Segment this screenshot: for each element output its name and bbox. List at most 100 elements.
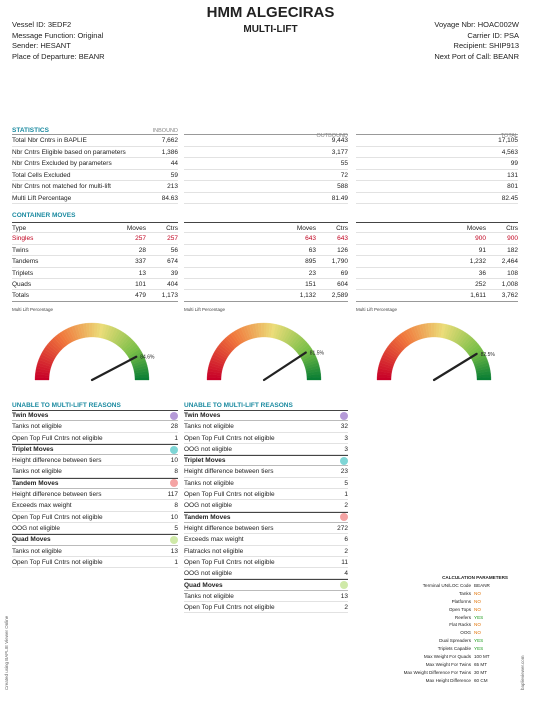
reasons-heading-outbound: UNABLE TO MULTI-LIFT REASONS (184, 402, 293, 409)
moves-value: 337 (135, 258, 146, 266)
move-type-label: Totals (12, 292, 29, 300)
gauge-label-inbound: Multi Lift Percentage (12, 307, 54, 312)
calc-param-label: Tanks (459, 590, 471, 596)
container-moves-row: 36 108 (356, 268, 518, 279)
reason-label: Exceeds max weight (12, 502, 72, 510)
reason-label: Open Top Full Cntrs not eligible (184, 491, 275, 499)
group-color-icon (340, 411, 348, 420)
move-type-label (184, 279, 284, 289)
statistics-row-label: Nbr Cntrs not matched for multi-lift (12, 183, 111, 190)
next-port-of-call: Next Port of Call: BEANR (434, 51, 519, 61)
calc-param-row: Max Weight Difference For Twins 30 MT (398, 669, 518, 677)
reason-item: Tanks not eligible 32 (184, 421, 348, 433)
reason-label: Tanks not eligible (12, 468, 62, 476)
move-type-label (356, 290, 454, 300)
statistics-inbound-value: 213 (167, 183, 178, 190)
container-moves-row: Singles 257 257 (12, 233, 178, 245)
calc-param-label: Open Tops (448, 606, 471, 612)
statistics-row-label: Total Nbr Cntrs in BAPLIE (12, 137, 87, 144)
reason-count: 8 (174, 468, 178, 476)
reason-count: 2 (344, 604, 348, 612)
reason-label: Height difference between tiers (184, 524, 274, 532)
reason-count: 10 (170, 457, 178, 465)
group-color-icon (340, 513, 348, 522)
reason-item: OOG not eligible 3 (184, 444, 348, 456)
reasons-outbound: UNABLE TO MULTI-LIFT REASONS Twin Moves T… (184, 402, 348, 614)
moves-column-header: Moves (466, 225, 486, 232)
statistics-row: Nbr Cntrs Eligible based on parameters 1,… (12, 147, 178, 158)
gauge-band-segment (134, 376, 150, 381)
reason-label: Height difference between tiers (12, 457, 102, 465)
calc-param-value: YES (474, 638, 484, 644)
ctrs-value: 182 (507, 246, 518, 254)
statistics-outbound-value: 55 (340, 160, 348, 167)
container-moves-row: 1,232 2,464 (356, 256, 518, 268)
calc-param-value: NO (474, 606, 481, 612)
statistics-row: 17,105 (356, 135, 518, 147)
calc-param-value: NO (474, 622, 481, 628)
container-moves-row: 1,132 2,589 (184, 290, 348, 302)
calc-param-row: Terminal UN/LOC Code BEANR (398, 582, 518, 590)
moves-value: 101 (135, 280, 146, 288)
statistics-inbound-value: 1,386 (161, 148, 178, 156)
statistics-row: 9,443 (184, 135, 348, 147)
outbound-column-header: OUTBOUND (316, 133, 348, 139)
calc-param-row: Open Tops NO (398, 606, 518, 614)
container-moves-row: Tandems 337 674 (12, 256, 178, 268)
ctrs-value: 900 (507, 235, 518, 243)
ctrs-value: 1,173 (161, 292, 178, 300)
statistics-outbound: OUTBOUND 9,443 3,177 55 72 588 81.49 (184, 124, 348, 204)
calc-param-value: YES (474, 614, 484, 620)
moves-value: 1,132 (299, 292, 316, 300)
group-color-icon (170, 411, 178, 420)
calc-param-value: NO (474, 598, 481, 604)
ctrs-value: 404 (167, 280, 178, 288)
move-type-label (356, 279, 454, 289)
move-type-label (184, 256, 284, 266)
header-right-block: Voyage Nbr: HOAC002W Carrier ID: PSA Rec… (434, 20, 519, 62)
reason-count: 32 (340, 423, 348, 431)
statistics-inbound-value: 59 (170, 171, 178, 179)
reason-count: 8 (174, 502, 178, 510)
reason-group-title: Triplet Moves (12, 446, 54, 454)
gauge-value-label: 81.5% (310, 351, 325, 357)
reason-item: Tanks not eligible 13 (12, 546, 178, 557)
move-type-label (356, 268, 454, 278)
statistics-total: TOTAL 17,105 4,563 99 131 801 82.45 (356, 124, 518, 204)
move-type-label (184, 268, 284, 278)
reasons-heading-inbound: UNABLE TO MULTI-LIFT REASONS (12, 402, 121, 409)
gauge-total: 82.5% (376, 322, 495, 382)
voyage-number: Voyage Nbr: HOAC002W (434, 20, 519, 29)
type-column-header: Type (12, 225, 27, 232)
statistics-row-label: Nbr Cntrs Excluded by parameters (12, 160, 112, 167)
move-type-label (184, 290, 284, 300)
reason-group-title: Twin Moves (184, 412, 221, 420)
move-type-label: Twins (12, 246, 29, 254)
calc-param-label: Reefers (454, 614, 471, 620)
calc-param-label: Flat Racks (449, 622, 471, 628)
move-type-label (184, 233, 284, 243)
gauge-needle (90, 355, 138, 382)
calc-param-label: Max Weight Difference For Twins (403, 669, 471, 675)
moves-value: 900 (475, 235, 486, 243)
statistics-row: Total Nbr Cntrs in BAPLIE 7,662 (12, 135, 178, 147)
moves-value: 28 (138, 246, 146, 254)
ctrs-value: 126 (337, 246, 348, 254)
reason-count: 4 (344, 570, 348, 578)
calc-param-row: Triplets Capable YES (398, 645, 518, 653)
reason-label: Open Top Full Cntrs not eligible (12, 513, 103, 521)
reason-count: 5 (174, 524, 178, 532)
reason-group-title: Triplet Moves (184, 457, 226, 465)
reason-label: OOG not eligible (184, 570, 233, 578)
reason-label: OOG not eligible (184, 502, 233, 510)
statistics-inbound-value: 44 (170, 160, 178, 167)
statistics-row: 72 (184, 170, 348, 181)
reason-item: Tanks not eligible 13 (184, 591, 348, 603)
reason-item: Open Top Full Cntrs not eligible 11 (184, 557, 348, 569)
statistics-total-value: 99 (510, 160, 518, 167)
group-color-icon (170, 535, 178, 544)
calc-param-row: OOG NO (398, 629, 518, 637)
ctrs-value: 69 (340, 269, 348, 277)
reason-count: 28 (170, 423, 178, 431)
reason-count: 1 (174, 434, 178, 442)
